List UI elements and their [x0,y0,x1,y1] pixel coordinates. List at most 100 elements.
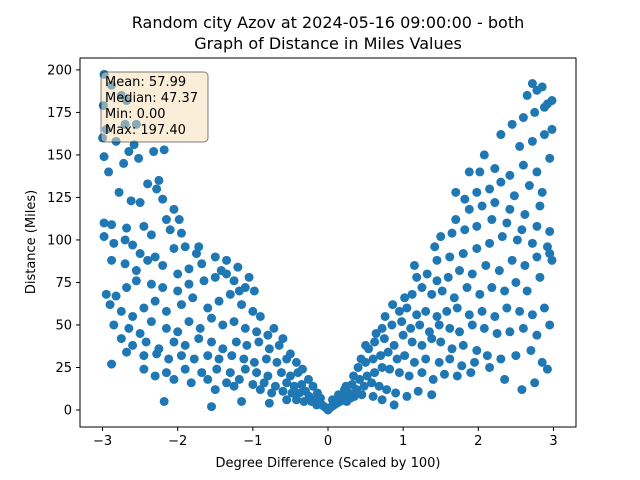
data-point-381 [464,167,474,177]
x-tick-label: 3 [549,434,557,449]
data-point-100 [169,337,179,347]
data-point-129 [212,364,222,374]
data-point-32 [176,228,186,238]
data-point-97 [128,340,138,350]
data-point-319 [532,221,542,231]
data-point-238 [436,337,446,347]
data-point-44 [131,266,141,276]
data-point-209 [439,369,449,379]
data-point-127 [180,364,190,374]
data-point-141 [222,378,232,388]
data-point-78 [225,289,235,299]
data-point-10 [124,147,134,157]
data-point-328 [460,194,470,204]
data-point-46 [158,260,168,270]
data-point-325 [505,204,515,214]
data-point-280 [427,289,437,299]
data-point-116 [203,351,213,361]
data-point-77 [214,296,224,306]
data-point-76 [203,303,213,313]
data-point-286 [500,286,510,296]
data-point-103 [207,337,217,347]
y-tick-label: 75 [55,276,72,291]
data-point-202 [370,368,380,378]
data-point-276 [539,303,549,313]
data-point-135 [285,371,295,381]
chart-title-line1: Random city Azov at 2024-05-16 09:00:00 … [132,13,524,32]
data-point-145 [270,381,280,391]
stats-min: Min: 0.00 [105,107,166,122]
data-point-243 [496,354,506,364]
data-point-20 [114,187,124,197]
data-point-203 [377,362,387,372]
data-point-195 [402,391,412,401]
x-tick-label: −1 [243,434,262,449]
data-point-240 [458,340,468,350]
data-point-251 [415,320,425,330]
data-point-41 [191,249,201,259]
data-point-83 [124,323,134,333]
data-point-245 [526,345,536,355]
data-point-338 [518,160,528,170]
data-point-323 [477,201,487,211]
data-point-275 [527,310,537,320]
data-point-102 [194,334,204,344]
data-point-310 [527,238,537,248]
data-point-379 [430,242,440,252]
data-point-87 [173,327,183,337]
data-point-154 [287,388,297,398]
data-point-377 [388,300,398,310]
data-point-278 [407,289,417,299]
chart-title-line2: Graph of Distance in Miles Values [194,34,462,53]
data-point-105 [231,337,241,347]
data-point-121 [261,354,271,364]
data-point-314 [460,225,470,235]
y-tick-label: 200 [47,63,72,78]
data-point-292 [422,269,432,279]
data-point-73 [161,306,171,316]
data-point-148 [297,379,307,389]
data-point-208 [428,374,438,384]
data-point-330 [485,184,495,194]
data-point-244 [511,351,521,361]
data-point-305 [458,249,468,259]
data-point-93 [240,323,250,333]
data-point-70 [128,311,138,321]
data-point-376 [380,311,390,321]
data-point-101 [180,340,190,350]
data-point-49 [197,259,207,269]
data-point-322 [464,204,474,214]
data-point-318 [517,225,527,235]
data-point-301 [532,252,542,262]
data-point-253 [434,320,444,330]
data-point-268 [442,306,452,316]
data-point-306 [472,243,482,253]
data-point-190 [359,381,369,391]
data-point-42 [107,255,117,265]
data-point-375 [371,328,381,338]
data-point-211 [466,368,476,378]
data-point-95 [263,330,273,340]
data-point-222 [445,354,455,364]
data-point-261 [532,330,542,340]
data-point-17 [104,167,114,177]
data-point-184 [389,400,399,410]
data-point-131 [240,364,250,374]
data-point-326 [520,209,530,219]
y-axis: 0 25 50 75 100 125 150 175 200 [47,63,80,418]
data-point-233 [389,340,399,350]
y-tick-label: 100 [47,233,72,248]
data-point-282 [449,293,459,303]
data-point-320 [545,226,555,236]
x-tick-label: 2 [474,434,482,449]
data-point-215 [376,351,386,361]
data-point-232 [379,334,389,344]
data-point-342 [527,136,537,146]
data-point-113 [164,354,174,364]
data-point-58 [146,279,156,289]
y-tick-label: 50 [55,318,72,333]
data-point-38 [150,252,160,262]
y-axis-label: Distance (Miles) [24,190,39,294]
data-point-89 [195,323,205,333]
data-point-353 [542,99,552,109]
